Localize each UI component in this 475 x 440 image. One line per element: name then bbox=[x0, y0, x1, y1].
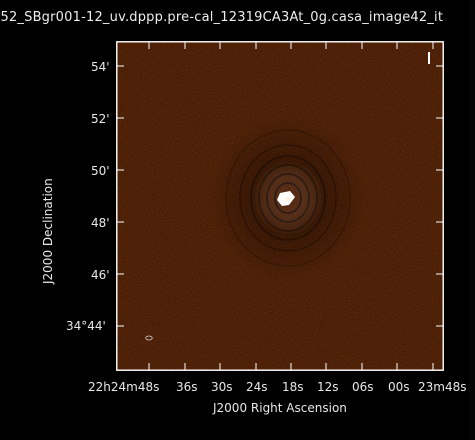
y-axis-label: J2000 Declination bbox=[41, 178, 55, 285]
y-tick-48: 48' bbox=[91, 216, 110, 230]
x-tick-label-2: 36s bbox=[176, 380, 198, 394]
y-tick-54: 54' bbox=[91, 60, 110, 74]
x-tick-label-4: 24s bbox=[246, 380, 268, 394]
y-tick-50: 50' bbox=[91, 164, 110, 178]
x-tick-label-8: 00s bbox=[388, 380, 410, 394]
radio-image bbox=[117, 42, 443, 370]
window-edge bbox=[469, 0, 475, 440]
y-tick-44: 34°44' bbox=[66, 319, 106, 333]
x-tick-label-1: 22h24m48s bbox=[88, 380, 159, 394]
source-highlight bbox=[285, 196, 290, 202]
x-axis-label: J2000 Right Ascension bbox=[212, 401, 347, 415]
y-tick-46: 46' bbox=[91, 268, 110, 282]
window-title: 952_SBgr001-12_uv.dppp.pre-cal_12319CA3A… bbox=[0, 10, 444, 25]
corner-marker-icon bbox=[428, 52, 430, 64]
x-tick-label-7: 06s bbox=[352, 380, 374, 394]
x-tick-label-6: 12s bbox=[317, 380, 339, 394]
beam-marker-icon bbox=[145, 335, 153, 341]
x-tick-label-9: 23m48s bbox=[418, 380, 466, 394]
x-tick-label-5: 18s bbox=[282, 380, 304, 394]
y-tick-52: 52' bbox=[91, 112, 110, 126]
x-tick-label-3: 30s bbox=[211, 380, 233, 394]
image-panel[interactable] bbox=[116, 41, 444, 371]
